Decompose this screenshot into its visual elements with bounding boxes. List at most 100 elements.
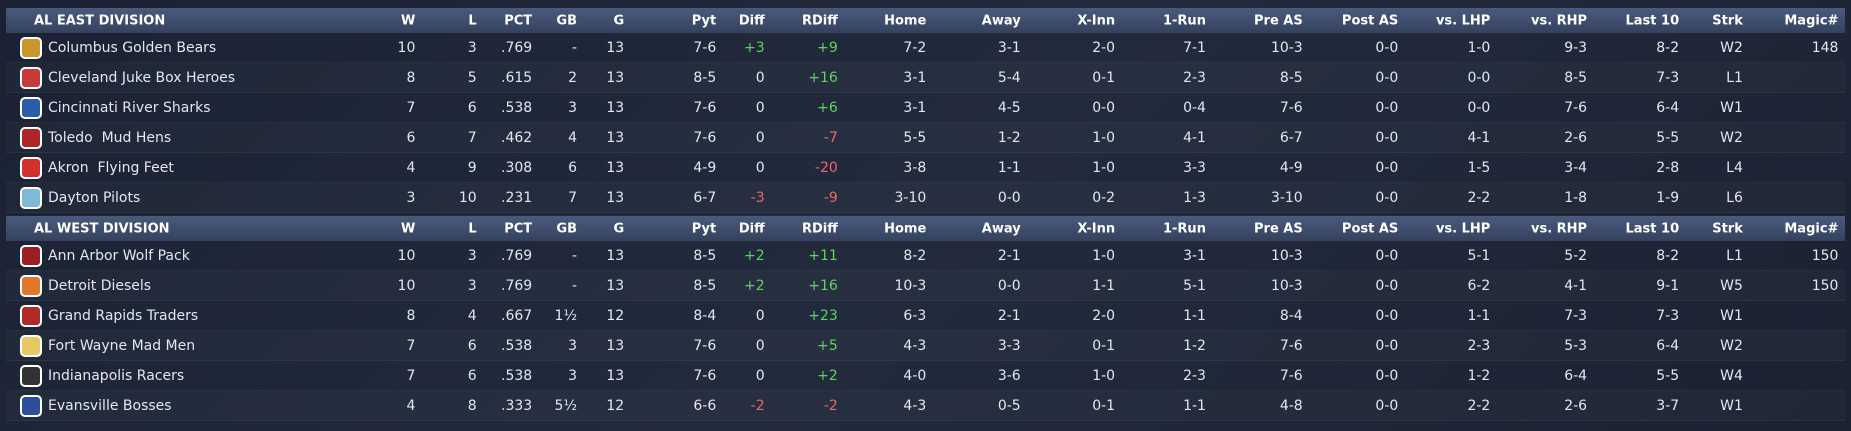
stat-cell: 5	[467, 70, 477, 86]
stat-cell: W1	[1720, 100, 1743, 116]
stat-cell: 2-2	[1467, 398, 1491, 414]
column-header: GB	[556, 221, 578, 237]
stat-cell: 13	[606, 278, 625, 294]
team-logo	[20, 67, 42, 89]
stat-cell: 10-3	[1270, 278, 1303, 294]
stat-cell: 6	[467, 100, 477, 116]
stat-cell: 6	[467, 338, 477, 354]
stat-cell: .667	[501, 308, 533, 324]
stat-cell: 8-4	[693, 308, 717, 324]
stat-cell: 0-0	[1375, 160, 1399, 176]
stat-cell: L4	[1726, 160, 1743, 176]
stat-cell: 0-0	[997, 278, 1021, 294]
division-name: AL WEST DIVISION	[34, 221, 170, 237]
column-header: W	[401, 221, 416, 237]
stat-cell: 7-6	[693, 368, 717, 384]
stat-cell: 0-5	[997, 398, 1021, 414]
stat-cell: 10	[397, 248, 416, 264]
stat-cell: 7	[467, 130, 477, 146]
stat-cell: 8-2	[903, 248, 927, 264]
stat-cell: 4-1	[1564, 278, 1588, 294]
stat-cell: 0	[755, 368, 765, 384]
stat-cell: .538	[501, 100, 533, 116]
stat-cell: 0-0	[1375, 40, 1399, 56]
stat-cell: 2-0	[1092, 40, 1116, 56]
team-logo	[20, 305, 42, 327]
team-name: Detroit Diesels	[48, 278, 152, 294]
column-header: PCT	[504, 13, 533, 29]
stat-cell: 3	[467, 248, 477, 264]
stat-cell: +6	[817, 100, 838, 116]
stat-cell: 3-1	[903, 100, 927, 116]
team-logo	[20, 127, 42, 149]
stat-cell: 8-2	[1656, 40, 1680, 56]
stat-cell: .615	[501, 70, 533, 86]
stat-cell: 3	[568, 338, 578, 354]
team-row: Evansville Bosses 4 8 .333 5½ 12 6-6 -2 -2 4-3 0-5…	[6, 391, 1845, 421]
team-row: Grand Rapids Traders 8 4 .667 1½ 12 8-4 0 +23 6-3…	[6, 301, 1845, 331]
team-name: Fort Wayne Mad Men	[48, 338, 196, 354]
team-logo	[20, 97, 42, 119]
stat-cell: -2	[750, 398, 765, 414]
stat-cell: 1-2	[997, 130, 1021, 146]
stat-cell: 4	[467, 308, 477, 324]
stat-cell: 5½	[554, 398, 578, 414]
stat-cell: 1-2	[1183, 338, 1206, 354]
column-header: Away	[981, 13, 1021, 29]
stat-cell: 7	[406, 338, 416, 354]
column-header: X-Inn	[1077, 13, 1116, 29]
column-header: Home	[884, 221, 927, 237]
stat-cell: 0	[755, 130, 765, 146]
team-name: Indianapolis Racers	[48, 368, 185, 384]
stat-cell: 6-7	[693, 190, 717, 206]
stat-cell: 3	[568, 100, 578, 116]
stat-cell: 7-6	[693, 40, 717, 56]
column-header: RDiff	[802, 13, 838, 29]
column-header: PCT	[504, 221, 533, 237]
stat-cell: 7-6	[693, 130, 717, 146]
stat-cell: 0-0	[1375, 248, 1399, 264]
stat-cell: 4-5	[997, 100, 1021, 116]
stat-cell: L1	[1726, 70, 1743, 86]
team-logo	[20, 187, 42, 209]
stat-cell: 7-6	[693, 338, 717, 354]
column-header: Away	[981, 221, 1021, 237]
stat-cell: 2	[568, 70, 578, 86]
stat-cell: 1-1	[1183, 398, 1206, 414]
stat-cell: +2	[743, 278, 765, 294]
stat-cell: 3-3	[997, 338, 1021, 354]
stat-cell: 13	[606, 160, 625, 176]
stat-cell: 6	[568, 160, 578, 176]
stat-cell: 3-1	[997, 40, 1021, 56]
column-header: 1-Run	[1162, 221, 1206, 237]
stat-cell: 8	[406, 70, 416, 86]
column-header: G	[613, 13, 625, 29]
stat-cell: 7-3	[1656, 308, 1680, 324]
team-logo	[20, 275, 42, 297]
stat-cell: 2-3	[1467, 338, 1491, 354]
column-header: Pyt	[691, 13, 717, 29]
column-header: Post AS	[1341, 221, 1399, 237]
stat-cell: 4	[406, 160, 416, 176]
column-header: 1-Run	[1162, 13, 1206, 29]
stat-cell: +5	[817, 338, 838, 354]
team-row: Columbus Golden Bears 10 3 .769 - 13 7-6 +3 +9 7-…	[6, 33, 1845, 63]
stat-cell: 9	[467, 160, 477, 176]
column-header: vs. LHP	[1435, 13, 1491, 29]
stat-cell: 6-4	[1656, 338, 1680, 354]
stat-cell: -	[571, 40, 578, 56]
column-header: L	[468, 13, 477, 29]
stat-cell: 1-0	[1092, 130, 1116, 146]
stat-cell: +16	[808, 70, 838, 86]
stat-cell: +11	[808, 248, 838, 264]
team-name: Ann Arbor Wolf Pack	[48, 248, 190, 264]
stat-cell: 8-5	[693, 278, 717, 294]
team-name: Dayton Pilots	[48, 190, 141, 206]
stat-cell: 0	[755, 70, 765, 86]
stat-cell: .769	[501, 40, 533, 56]
stat-cell: 0	[755, 160, 765, 176]
stat-cell: W4	[1720, 368, 1743, 384]
team-row: Toledo Mud Hens 6 7 .462 4 13 7-6 0 -7 5-5 1-2 1-0 4…	[6, 123, 1845, 153]
stat-cell: 6-4	[1564, 368, 1588, 384]
column-header: W	[401, 13, 416, 29]
